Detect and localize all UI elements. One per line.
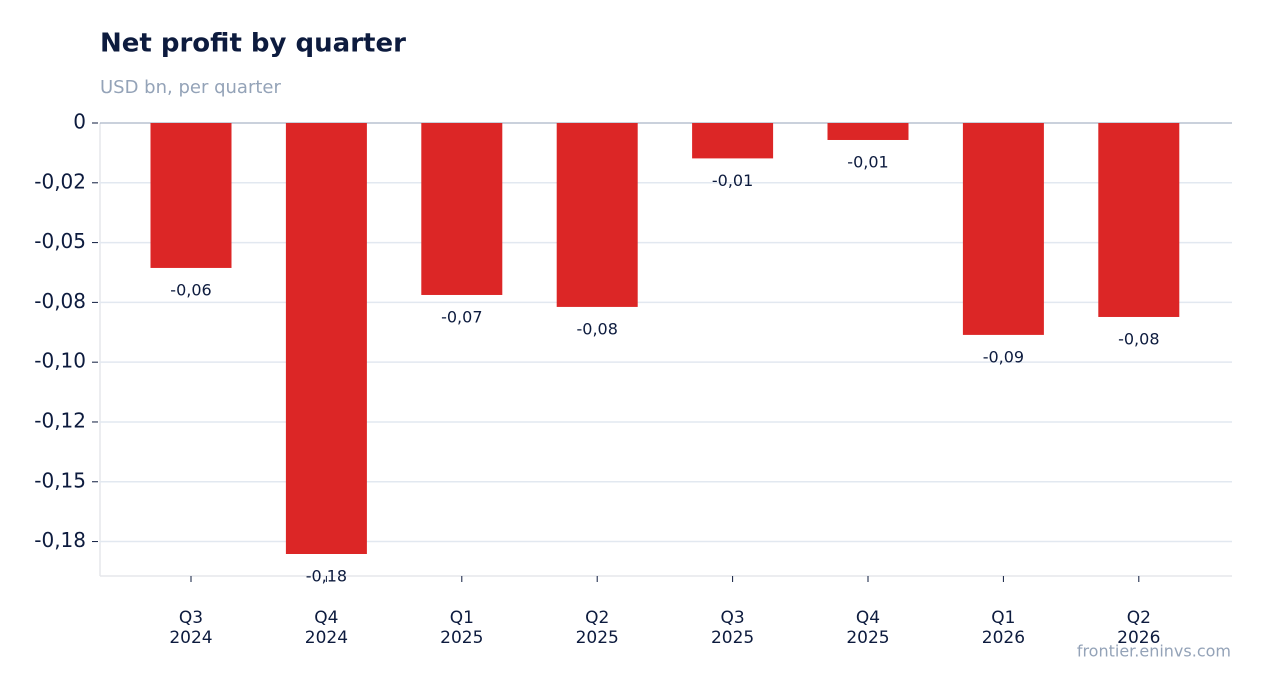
x-tick-label-line: Q3	[720, 608, 744, 628]
x-tick-label-line: 2024	[169, 628, 212, 648]
x-tick-label-line: 2024	[305, 628, 348, 648]
y-tick-label: -0,10	[34, 349, 86, 373]
x-tick-label-line: 2025	[576, 628, 619, 648]
bar	[827, 123, 909, 140]
value-label: -0,08	[576, 319, 617, 338]
y-tick-label: 0	[73, 110, 86, 134]
x-tick-label-line: 2025	[711, 628, 754, 648]
x-tick-label: Q2 2025	[576, 608, 619, 648]
x-tick-label-line: 2026	[982, 628, 1025, 648]
y-tick-label: -0,08	[34, 289, 86, 313]
value-label: -0,01	[712, 171, 753, 190]
x-tick-label-line: Q2	[1127, 608, 1151, 628]
x-tick-label-line: Q1	[450, 608, 474, 628]
value-label: -0,09	[983, 347, 1024, 366]
x-tick-label: Q3 2025	[711, 608, 754, 648]
bar	[962, 123, 1044, 335]
x-tick-label-line: Q3	[179, 608, 203, 628]
y-tick-label: -0,02	[34, 169, 86, 193]
bar	[150, 123, 232, 268]
x-tick-label-line: Q4	[314, 608, 338, 628]
value-label: -0,08	[1118, 329, 1159, 348]
bar	[556, 123, 638, 307]
x-tick-label: Q1 2026	[982, 608, 1025, 648]
x-tick-label-line: Q2	[585, 608, 609, 628]
value-label: -0,18	[306, 566, 347, 585]
x-tick-label-line: Q1	[991, 608, 1015, 628]
x-tick-label: Q1 2025	[440, 608, 483, 648]
bar	[421, 123, 503, 295]
chart-subtitle: USD bn, per quarter	[100, 77, 281, 98]
y-tick-label: -0,05	[34, 229, 86, 253]
chart-title: Net profit by quarter	[100, 29, 406, 59]
value-label: -0,01	[847, 152, 888, 171]
value-label: -0,06	[170, 280, 211, 299]
value-label: -0,07	[441, 307, 482, 326]
x-tick-label-line: 2025	[440, 628, 483, 648]
y-tick-label: -0,12	[34, 408, 86, 432]
source: frontier.eninvs.com	[1077, 642, 1231, 661]
x-tick-label: Q4 2024	[305, 608, 348, 648]
bar	[1098, 123, 1180, 317]
x-tick-label-line: Q4	[856, 608, 880, 628]
x-tick-label: Q3 2024	[169, 608, 212, 648]
x-tick-label: Q2 2026	[1117, 608, 1160, 648]
x-tick-label: Q4 2025	[846, 608, 889, 648]
bar	[285, 123, 367, 554]
grid	[100, 122, 1232, 543]
y-tick-label: -0,15	[34, 468, 86, 492]
y-tick-label: -0,18	[34, 528, 86, 552]
x-tick-label-line: 2026	[1117, 628, 1160, 648]
bar	[692, 123, 774, 159]
x-tick-label-line: 2025	[846, 628, 889, 648]
